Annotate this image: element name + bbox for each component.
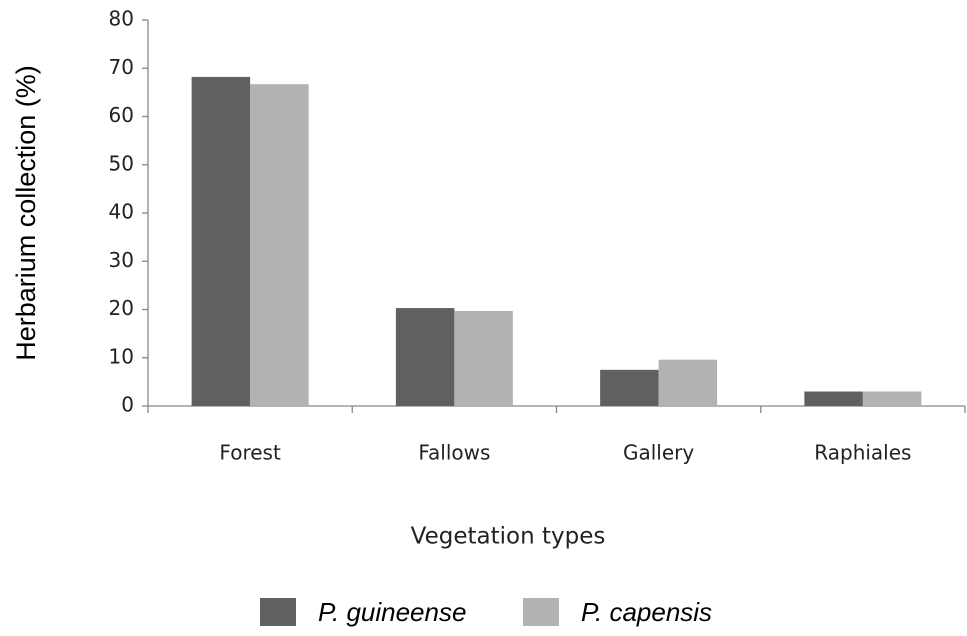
x-axis-label: Vegetation types bbox=[411, 524, 606, 550]
legend-label: P. capensis bbox=[581, 597, 712, 627]
legend-label: P. guineense bbox=[318, 597, 466, 627]
x-tick-label: Forest bbox=[219, 441, 281, 465]
bar bbox=[658, 359, 718, 406]
bar bbox=[862, 391, 922, 406]
y-tick-label: 60 bbox=[109, 103, 134, 127]
legend-swatch bbox=[260, 598, 296, 626]
y-tick-label: 50 bbox=[109, 151, 134, 175]
y-tick-label: 80 bbox=[109, 7, 134, 31]
x-tick-label: Raphiales bbox=[814, 441, 911, 465]
bar bbox=[804, 391, 863, 406]
bar bbox=[600, 369, 659, 406]
y-tick-label: 0 bbox=[121, 393, 134, 417]
x-tick-label: Fallows bbox=[418, 441, 490, 465]
x-tick-label: Gallery bbox=[623, 441, 694, 465]
bar bbox=[250, 84, 309, 407]
y-tick-label: 10 bbox=[109, 344, 134, 368]
legend-swatch bbox=[523, 598, 559, 626]
y-tick-label: 30 bbox=[109, 248, 134, 272]
y-tick-label: 40 bbox=[109, 200, 134, 224]
y-axis-label: Herbarium collection (%) bbox=[11, 65, 41, 361]
y-tick-label: 70 bbox=[109, 55, 134, 79]
bar bbox=[454, 310, 513, 406]
y-tick-label: 20 bbox=[109, 296, 134, 320]
bar bbox=[395, 308, 455, 406]
bar bbox=[191, 76, 251, 406]
